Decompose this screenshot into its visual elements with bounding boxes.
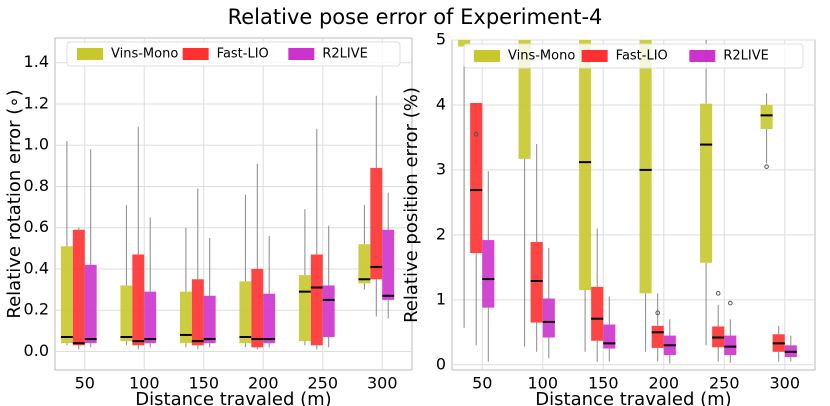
legend-swatch <box>689 50 716 62</box>
box <box>760 104 773 129</box>
flier <box>655 310 661 316</box>
box <box>591 286 604 341</box>
box <box>370 167 383 280</box>
legend-box <box>66 41 401 67</box>
boxes <box>458 40 797 364</box>
y-tick-label: 1 <box>436 289 446 308</box>
legend-label: Vins-Mono <box>508 49 575 64</box>
box <box>203 295 216 344</box>
box <box>72 229 85 346</box>
x-axis-label: Distance travaled (m) <box>535 389 731 406</box>
legend-swatch <box>474 50 500 62</box>
y-tick-label: 0.4 <box>24 258 49 277</box>
box <box>603 324 616 349</box>
x-tick-label: 150 <box>588 374 619 393</box>
legend-label: Fast-LIO <box>217 47 269 62</box>
legend-swatch <box>288 48 315 60</box>
box <box>542 298 555 338</box>
legend-label: R2LIVE <box>322 47 368 62</box>
y-tick-label: 1.0 <box>24 135 49 154</box>
y-tick-label: 0 <box>436 354 446 373</box>
x-tick-label: 250 <box>709 374 740 393</box>
x-tick-label: 100 <box>527 374 558 393</box>
plot-area <box>451 39 816 371</box>
box <box>470 103 483 254</box>
x-tick-label: 200 <box>648 374 679 393</box>
legend-swatch <box>182 48 209 60</box>
box <box>382 229 395 300</box>
legend-label: Fast-LIO <box>616 49 668 64</box>
box <box>239 281 252 344</box>
box <box>358 244 371 284</box>
flier <box>715 291 721 296</box>
box <box>84 264 97 344</box>
legend-box <box>463 43 804 69</box>
y-tick-label: 0.6 <box>24 217 49 236</box>
y-tick-label: 3 <box>436 159 446 178</box>
legend-swatch <box>77 48 103 60</box>
y-tick-label: 4 <box>436 94 446 113</box>
y-tick-label: 0.2 <box>24 300 49 319</box>
x-tick-label: 100 <box>129 374 160 393</box>
box <box>579 40 592 291</box>
x-tick-label: 200 <box>248 374 279 393</box>
box <box>639 40 652 294</box>
legend-swatch <box>581 50 608 62</box>
x-tick-label: 50 <box>75 374 95 393</box>
box <box>251 268 264 348</box>
box <box>458 40 471 47</box>
box <box>322 285 335 338</box>
flier <box>728 300 733 306</box>
x-tick-label: 150 <box>188 374 219 393</box>
x-axis-label: Distance travaled (m) <box>135 389 331 406</box>
box <box>482 240 495 308</box>
y-tick-label: 0.8 <box>24 176 49 195</box>
y-tick-label: 2 <box>436 224 446 243</box>
y-tick-label: 1.2 <box>24 93 49 112</box>
y-axis-label: Relative position error (%) <box>401 87 422 323</box>
box <box>310 254 323 346</box>
box <box>298 275 311 342</box>
y-tick-label: 1.4 <box>24 52 49 71</box>
box <box>132 254 145 346</box>
chart-title: Relative pose error of Experiment-4 <box>228 5 603 29</box>
box <box>263 293 276 344</box>
flier <box>764 164 769 169</box>
box <box>651 325 664 348</box>
box <box>144 291 157 344</box>
boxes <box>60 95 395 350</box>
box <box>120 285 133 342</box>
box <box>530 242 543 323</box>
legend-label: Vins-Mono <box>111 47 178 62</box>
box <box>724 335 737 356</box>
box <box>191 279 204 346</box>
flier <box>473 131 479 137</box>
y-tick-label: 0.0 <box>24 341 49 360</box>
y-axis-label: Relative rotation error (∘) <box>4 89 25 318</box>
x-tick-label: 300 <box>367 374 398 393</box>
box <box>518 40 531 159</box>
box <box>60 246 73 344</box>
box <box>179 291 192 344</box>
y-tick-label: 5 <box>436 30 446 49</box>
x-tick-label: 250 <box>307 374 338 393</box>
box <box>700 103 713 263</box>
plot-area <box>54 37 413 371</box>
x-tick-label: 300 <box>769 374 800 393</box>
x-tick-label: 50 <box>472 374 492 393</box>
legend-label: R2LIVE <box>723 49 769 64</box>
